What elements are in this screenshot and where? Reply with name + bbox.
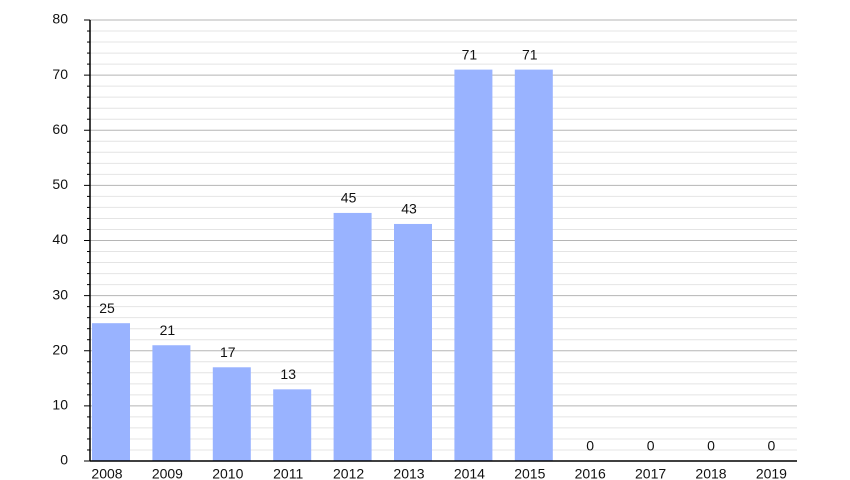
bar	[333, 212, 372, 461]
x-tick-label: 2013	[393, 466, 424, 480]
value-label: 71	[522, 46, 538, 62]
value-label: 0	[768, 438, 776, 454]
value-label: 0	[586, 438, 594, 454]
value-label: 13	[280, 366, 296, 382]
x-tick-label: 2011	[273, 466, 303, 480]
value-label: 0	[707, 438, 715, 454]
value-label: 17	[220, 344, 236, 360]
bar	[394, 223, 432, 461]
x-tick-label: 2009	[152, 466, 183, 480]
x-tick-label: 2018	[695, 466, 726, 480]
bar	[212, 367, 251, 461]
x-tick-label: 2015	[514, 466, 545, 480]
x-tick-label: 2019	[756, 466, 787, 480]
x-tick-label: 2016	[575, 466, 606, 480]
bar	[454, 69, 493, 462]
x-tick-label: 2008	[91, 466, 122, 480]
y-tick-label: 80	[52, 11, 68, 27]
value-label: 0	[647, 438, 655, 454]
bar	[152, 345, 191, 461]
value-label: 71	[462, 46, 478, 62]
y-tick-label: 30	[52, 286, 68, 302]
x-tick-label: 2012	[333, 466, 364, 480]
value-label: 45	[341, 190, 357, 206]
y-tick-label: 40	[52, 231, 68, 247]
y-tick-label: 70	[52, 66, 68, 82]
y-tick-label: 10	[52, 397, 68, 413]
x-tick-label: 2017	[635, 466, 666, 480]
y-tick-label: 20	[52, 341, 68, 357]
value-label: 21	[160, 322, 176, 338]
y-tick-label: 50	[52, 176, 68, 192]
value-label: 25	[99, 300, 115, 316]
bar	[273, 389, 312, 461]
bar	[514, 69, 553, 462]
y-tick-label: 60	[52, 121, 68, 137]
x-tick-label: 2014	[454, 466, 485, 480]
value-label: 43	[401, 201, 417, 217]
x-tick-label: 2010	[212, 466, 243, 480]
y-tick-label: 0	[60, 452, 68, 468]
bar	[92, 323, 130, 461]
